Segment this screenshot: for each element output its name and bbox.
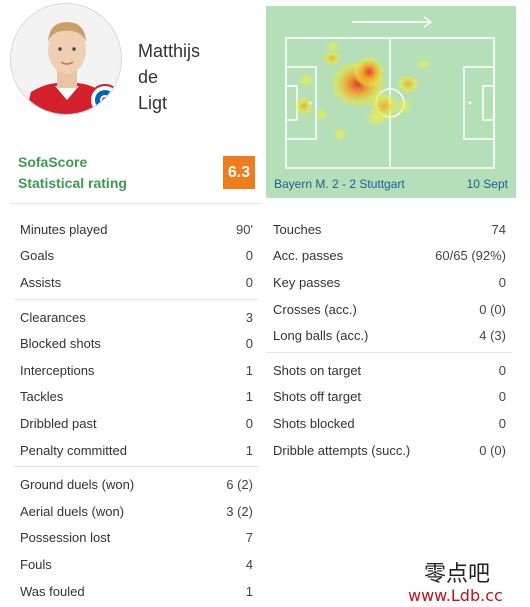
stat-group: Clearances 3 Blocked shots 0 Interceptions 1 T…	[14, 304, 259, 468]
player-avatar	[10, 3, 122, 115]
stat-row: Interceptions 1	[14, 357, 259, 384]
stat-label: Fouls	[20, 556, 52, 572]
stat-label: Clearances	[20, 309, 86, 325]
stat-label: Ground duels (won)	[20, 477, 135, 493]
stat-label: Goals	[20, 248, 54, 264]
stats-right-column: Touches 74 Acc. passes 60/65 (92%) Key passe…	[267, 216, 512, 470]
stat-group: Ground duels (won) 6 (2) Aerial duels (won…	[14, 471, 259, 607]
stat-value: 1	[245, 583, 253, 599]
stat-label: Minutes played	[20, 221, 108, 237]
stat-row: Dribble attempts (succ.) 0 (0)	[267, 437, 512, 464]
stat-row: Was fouled 1	[14, 578, 259, 605]
stat-row: Goals 0	[14, 243, 259, 270]
stat-label: Shots off target	[273, 389, 361, 405]
stat-row: Long balls (acc.) 4 (3)	[267, 322, 512, 349]
stat-label: Crosses (acc.)	[273, 301, 357, 317]
stat-row: Touches 74	[267, 216, 512, 243]
stat-label: Penalty committed	[20, 442, 127, 458]
stat-row: Blocked shots 0	[14, 330, 259, 357]
stat-label: Shots blocked	[273, 415, 355, 431]
club-badge-icon	[89, 84, 121, 114]
attack-direction-arrow-icon	[352, 16, 433, 28]
stat-value: 1	[245, 362, 253, 378]
stat-value: 0 (0)	[479, 301, 506, 317]
stat-label: Tackles	[20, 389, 64, 405]
stat-row: Penalty committed 1	[14, 437, 259, 464]
stat-label: Long balls (acc.)	[273, 328, 369, 344]
stat-row: Shots blocked 0	[267, 410, 512, 437]
match-label: Bayern M. 2 - 2 Stuttgart	[274, 177, 405, 191]
stat-value: 60/65 (92%)	[435, 248, 506, 264]
watermark-text: 零点吧	[424, 562, 491, 587]
stat-value: 0 (0)	[479, 442, 506, 458]
stat-value: 74	[491, 221, 506, 237]
stat-value: 4 (3)	[479, 328, 506, 344]
stat-label: Touches	[273, 221, 322, 237]
stat-row: Crosses (acc.) 0 (0)	[267, 296, 512, 323]
stat-row: Aerial duels (won) 3 (2)	[14, 498, 259, 525]
stat-row: Minutes played 90'	[14, 216, 259, 243]
stat-label: Dribble attempts (succ.)	[273, 442, 411, 458]
match-date: 10 Sept	[466, 177, 508, 191]
rating-label-line: SofaScore	[18, 154, 88, 170]
player-name-line: Matthijs	[138, 41, 201, 61]
stat-label: Shots on target	[273, 362, 362, 378]
stat-group: Touches 74 Acc. passes 60/65 (92%) Key passe…	[267, 216, 512, 353]
stat-row: Acc. passes 60/65 (92%)	[267, 243, 512, 270]
stat-value: 1	[245, 442, 253, 458]
stat-value: 0	[498, 389, 506, 405]
watermark-url: www.Ldb.cc	[408, 586, 503, 605]
stat-value: 3	[245, 309, 253, 325]
stat-row: Assists 0	[14, 269, 259, 296]
stat-value: 90'	[236, 221, 253, 237]
stat-label: Assists	[20, 274, 62, 290]
stats-left-column: Minutes played 90' Goals 0 Assists 0 Clearance…	[14, 216, 259, 607]
stat-value: 0	[245, 415, 253, 431]
player-photo-icon	[11, 4, 121, 114]
stat-label: Blocked shots	[20, 336, 101, 352]
stat-value: 7	[245, 530, 253, 546]
stat-label: Key passes	[273, 274, 341, 290]
stat-value: 0	[245, 248, 253, 264]
player-name-line: Ligt	[138, 93, 168, 113]
stat-value: 0	[498, 274, 506, 290]
rating-badge: 6.3	[223, 156, 255, 189]
rating-label-line: Statistical rating	[18, 175, 127, 191]
heatmap-panel[interactable]: Bayern M. 2 - 2 Stuttgart 10 Sept	[266, 6, 516, 198]
stat-row: Key passes 0	[267, 269, 512, 296]
stat-row: Tackles 1	[14, 384, 259, 411]
stat-label: Interceptions	[20, 362, 95, 378]
stat-label: Dribbled past	[20, 415, 97, 431]
stat-label: Acc. passes	[273, 248, 344, 264]
stat-label: Was fouled	[20, 583, 85, 599]
stat-row: Clearances 3	[14, 304, 259, 331]
stat-value: 0	[498, 415, 506, 431]
rating-label: SofaScore Statistical rating	[18, 152, 127, 194]
stat-group: Shots on target 0 Shots off target 0 Shots b…	[267, 357, 512, 466]
heatmap-pitch	[285, 16, 495, 169]
stat-value: 0	[245, 336, 253, 352]
player-name: Matthijs de Ligt	[138, 38, 248, 116]
stat-row: Dribbled past 0	[14, 410, 259, 437]
player-name-line: de	[138, 67, 159, 87]
stat-row: Ground duels (won) 6 (2)	[14, 471, 259, 498]
stat-row: Possession lost 7	[14, 525, 259, 552]
stat-row: Fouls 4	[14, 551, 259, 578]
stat-value: 4	[245, 556, 253, 572]
stat-value: 0	[498, 362, 506, 378]
stat-label: Possession lost	[20, 530, 111, 546]
stat-value: 1	[245, 389, 253, 405]
stat-row: Shots on target 0	[267, 357, 512, 384]
stat-value: 0	[245, 274, 253, 290]
stat-label: Aerial duels (won)	[20, 503, 125, 519]
stat-group: Minutes played 90' Goals 0 Assists 0	[14, 216, 259, 300]
divider	[10, 203, 262, 204]
stat-value: 3 (2)	[226, 503, 253, 519]
stat-value: 6 (2)	[226, 477, 253, 493]
stat-row: Shots off target 0	[267, 384, 512, 411]
